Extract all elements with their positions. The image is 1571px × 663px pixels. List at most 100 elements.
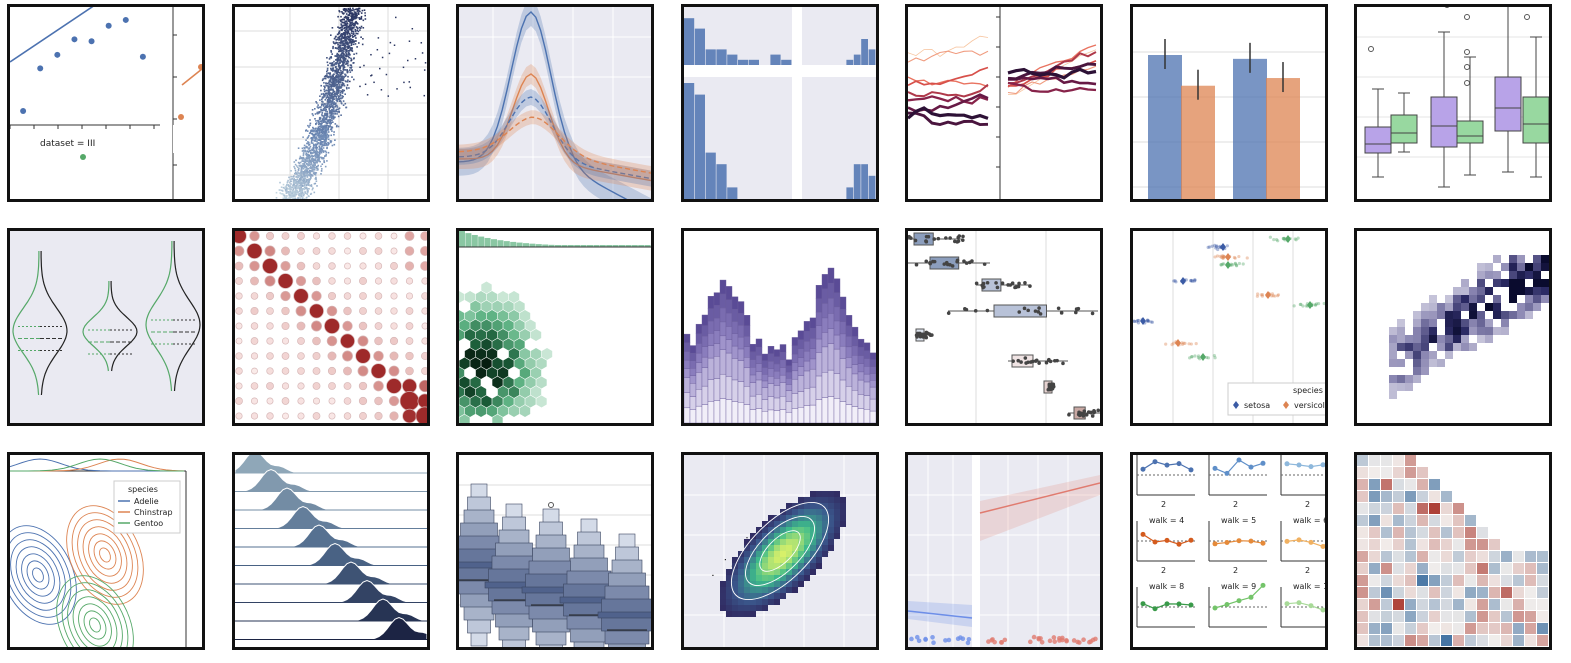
histogram-bar <box>853 164 861 199</box>
bin <box>1413 343 1421 351</box>
bin <box>804 503 810 509</box>
bar-segment <box>713 330 721 344</box>
dot <box>389 336 399 346</box>
bin <box>738 593 744 599</box>
hexbin <box>459 310 465 322</box>
dot <box>359 292 367 300</box>
bar-segment <box>719 373 727 399</box>
bar-segment <box>743 315 751 326</box>
bin <box>798 539 804 545</box>
bin <box>786 575 792 581</box>
cell <box>1357 551 1368 562</box>
dot <box>265 231 275 241</box>
bar-segment <box>773 378 781 386</box>
dot <box>357 365 369 377</box>
bin <box>756 533 762 539</box>
hexbin <box>459 405 465 417</box>
dot <box>415 406 427 423</box>
dot <box>250 412 259 420</box>
bin <box>1445 303 1453 311</box>
strip-point <box>1133 319 1137 324</box>
strip-point <box>926 331 930 336</box>
bin <box>1509 279 1517 287</box>
bin <box>1413 359 1421 367</box>
bar-segment <box>791 393 799 409</box>
strip-point <box>956 239 961 243</box>
dot <box>235 397 243 405</box>
bin <box>810 515 816 521</box>
strip-point <box>1092 409 1096 413</box>
hexbin <box>514 376 525 389</box>
bin <box>774 539 780 545</box>
histogram-bar <box>684 18 695 65</box>
contour <box>99 547 111 563</box>
bar-segment <box>689 360 697 369</box>
bin <box>774 581 780 587</box>
cell <box>1441 551 1452 562</box>
cell <box>1405 623 1416 634</box>
bin <box>762 599 768 605</box>
regression-line <box>181 68 202 86</box>
bar-segment <box>767 396 775 411</box>
box-level <box>597 611 651 619</box>
bin <box>744 545 750 551</box>
contour <box>61 582 129 647</box>
bin <box>768 545 774 551</box>
bin <box>768 551 774 557</box>
strip-point <box>1233 256 1237 260</box>
bin <box>768 563 774 569</box>
cell <box>1381 539 1392 550</box>
dot <box>359 412 367 420</box>
bar-segment <box>809 338 817 349</box>
bar <box>459 231 465 247</box>
strip-point <box>962 259 966 263</box>
strip-point <box>1033 309 1038 313</box>
bin <box>1469 311 1477 319</box>
bar-segment <box>695 372 703 390</box>
facet-title: dataset = III <box>40 139 95 149</box>
bin <box>810 551 816 557</box>
dot <box>312 367 321 375</box>
strip-point <box>1026 360 1030 365</box>
bar-segment <box>785 384 793 391</box>
bar-segment <box>845 346 853 358</box>
bin <box>786 533 792 539</box>
dot <box>405 351 414 361</box>
legend-entry: Gentoo <box>134 519 163 528</box>
strip-point <box>1276 294 1280 298</box>
bar-segment <box>791 362 799 372</box>
bar <box>542 244 549 247</box>
hexbin <box>475 386 487 398</box>
strip-point <box>1147 319 1151 323</box>
bar <box>625 245 632 247</box>
bin <box>1445 351 1453 359</box>
dot <box>405 366 414 376</box>
cell <box>1501 563 1512 574</box>
bar-segment <box>863 350 871 359</box>
bar-segment <box>743 336 751 347</box>
strip-point <box>1019 360 1023 364</box>
strip-point <box>1213 356 1217 360</box>
bin <box>1517 279 1525 287</box>
bar-segment <box>719 349 727 375</box>
bar <box>644 245 651 247</box>
bar-segment <box>845 404 853 423</box>
cell <box>1369 563 1380 574</box>
bar-segment <box>869 410 876 423</box>
bin <box>1389 343 1397 351</box>
bin <box>804 521 810 527</box>
data-point <box>54 51 61 58</box>
strip-point <box>1206 245 1210 250</box>
strip-point <box>1237 254 1241 259</box>
hexbin <box>481 319 492 332</box>
cell <box>1417 587 1428 598</box>
bar-segment <box>725 286 733 300</box>
strip-point <box>1260 293 1265 297</box>
chart-tile-kde-contours: species Adelie Chinstrap Gentoo <box>7 452 205 650</box>
bin <box>744 593 750 599</box>
hexbin <box>503 376 514 389</box>
histogram-panel <box>802 77 876 199</box>
facet-panel: walk = 8 <box>1136 582 1195 628</box>
bin <box>1453 335 1461 343</box>
